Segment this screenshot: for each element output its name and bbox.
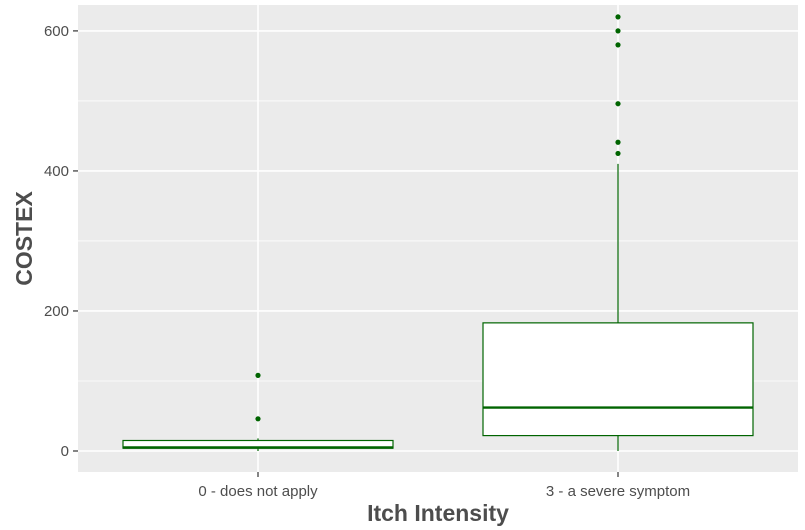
axis-ticks (73, 30, 619, 477)
box-iqr (482, 322, 754, 437)
outlier-point (615, 28, 621, 34)
outlier-point (615, 101, 621, 107)
y-tick-labels: 0 200 400 600 (44, 23, 69, 460)
x-tick-label: 0 - does not apply (198, 483, 318, 500)
x-axis-title: Itch Intensity (367, 500, 509, 526)
y-tick-label: 200 (44, 303, 69, 320)
outlier-point (615, 14, 621, 20)
y-tick-label: 0 (61, 443, 69, 460)
box-2 (482, 14, 754, 451)
outlier-point (255, 416, 261, 422)
y-tick-label: 600 (44, 23, 69, 40)
boxes (122, 14, 754, 451)
y-axis-title: COSTEX (11, 191, 37, 286)
box-1 (122, 372, 394, 451)
outlier-point (615, 139, 621, 145)
outlier-point (615, 150, 621, 157)
x-tick-label: 3 - a severe symptom (546, 483, 690, 500)
outlier-point (255, 372, 261, 378)
outlier-point (615, 42, 621, 48)
y-tick-label: 400 (44, 163, 69, 180)
x-tick-labels: 0 - does not apply 3 - a severe symptom (198, 483, 690, 500)
